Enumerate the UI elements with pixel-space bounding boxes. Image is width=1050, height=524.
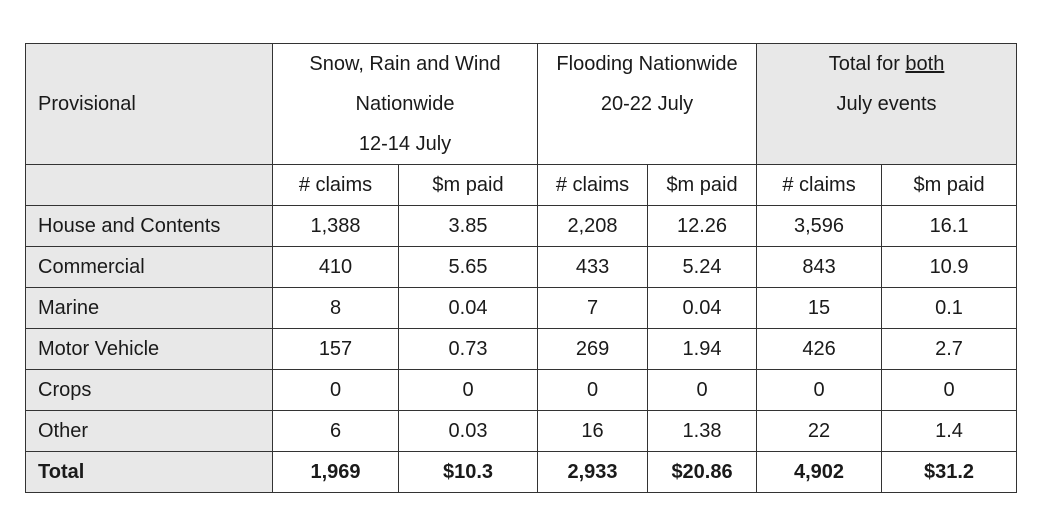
- total-label: Total: [25, 451, 273, 493]
- table-row: Crops 0 0 0 0 0 0: [25, 369, 1018, 411]
- table-cell: 426: [756, 328, 883, 370]
- table-row: Marine 8 0.04 7 0.04 15 0.1: [25, 287, 1018, 329]
- total-cell: $20.86: [647, 451, 758, 493]
- sub-header-cell: $m paid: [881, 164, 1018, 206]
- table-cell: 0.73: [397, 328, 539, 370]
- sub-header-cell: # claims: [272, 164, 399, 206]
- table-cell: 3,596: [756, 205, 883, 247]
- table-row: Commercial 410 5.65 433 5.24 843 10.9: [25, 246, 1018, 288]
- total-header-line-2: July events: [836, 93, 937, 115]
- sub-header-row: # claims $m paid # claims $m paid # clai…: [25, 164, 1018, 206]
- table-cell: 1.4: [881, 410, 1018, 452]
- table-cell: 269: [537, 328, 649, 370]
- table-cell: 0: [537, 369, 649, 411]
- table-cell: 0: [881, 369, 1018, 411]
- table-cell: 15: [756, 287, 883, 329]
- table-row: Other 6 0.03 16 1.38 22 1.4: [25, 410, 1018, 452]
- snow-header-line-1: Snow, Rain and Wind: [309, 53, 501, 75]
- total-cell: 4,902: [756, 451, 883, 493]
- table-cell: 0: [756, 369, 883, 411]
- flood-header-line-1: Flooding Nationwide: [556, 53, 738, 75]
- table-cell: 843: [756, 246, 883, 288]
- sub-header-cell: # claims: [756, 164, 883, 206]
- row-label: Commercial: [25, 246, 273, 288]
- table-cell: 6: [272, 410, 399, 452]
- table-cell: 1,388: [272, 205, 399, 247]
- row-label: Crops: [25, 369, 273, 411]
- table-cell: 1.94: [647, 328, 758, 370]
- snow-header-line-2: Nationwide: [355, 93, 455, 115]
- table-cell: 12.26: [647, 205, 758, 247]
- total-cell: $10.3: [397, 451, 539, 493]
- table-cell: 157: [272, 328, 399, 370]
- sub-header-cell: $m paid: [397, 164, 539, 206]
- sub-header-blank: [25, 164, 273, 206]
- row-label: Motor Vehicle: [25, 328, 273, 370]
- table-cell: 0.1: [881, 287, 1018, 329]
- table-cell: 16: [537, 410, 649, 452]
- provisional-header: Provisional: [25, 43, 273, 165]
- table-cell: 0: [647, 369, 758, 411]
- snow-rain-wind-header: Snow, Rain and Wind Nationwide 12-14 Jul…: [271, 43, 539, 165]
- sub-header-cell: # claims: [537, 164, 649, 206]
- table-cell: 2,208: [537, 205, 649, 247]
- table-cell: 8: [272, 287, 399, 329]
- table-cell: 7: [537, 287, 649, 329]
- total-both-header: Total for both July events: [756, 43, 1018, 165]
- flooding-header: Flooding Nationwide 20-22 July: [537, 43, 758, 165]
- flood-header-line-2: 20-22 July: [600, 93, 694, 115]
- table-cell: 5.24: [647, 246, 758, 288]
- table-row: Motor Vehicle 157 0.73 269 1.94 426 2.7: [25, 328, 1018, 370]
- table-cell: 433: [537, 246, 649, 288]
- table-cell: 0: [397, 369, 539, 411]
- total-cell: 1,969: [272, 451, 399, 493]
- total-header-underlined: both: [905, 53, 945, 75]
- insurance-claims-table: Provisional Snow, Rain and Wind Nationwi…: [25, 43, 1018, 493]
- table-cell: 0.04: [397, 287, 539, 329]
- total-cell: 2,933: [537, 451, 649, 493]
- group-header-row: Provisional Snow, Rain and Wind Nationwi…: [25, 43, 1018, 165]
- table-row: House and Contents 1,388 3.85 2,208 12.2…: [25, 205, 1018, 247]
- table-cell: 1.38: [647, 410, 758, 452]
- table-cell: 0.04: [647, 287, 758, 329]
- table-cell: 22: [756, 410, 883, 452]
- table-cell: 10.9: [881, 246, 1018, 288]
- row-label: House and Contents: [25, 205, 273, 247]
- total-row: Total 1,969 $10.3 2,933 $20.86 4,902 $31…: [25, 451, 1018, 493]
- table-cell: 2.7: [881, 328, 1018, 370]
- table-cell: 410: [272, 246, 399, 288]
- table-cell: 3.85: [397, 205, 539, 247]
- table-cell: 0: [272, 369, 399, 411]
- row-label: Other: [25, 410, 273, 452]
- total-cell: $31.2: [881, 451, 1018, 493]
- table-cell: 5.65: [397, 246, 539, 288]
- table-cell: 16.1: [881, 205, 1018, 247]
- total-header-prefix: Total for: [828, 53, 906, 75]
- sub-header-cell: $m paid: [647, 164, 758, 206]
- row-label: Marine: [25, 287, 273, 329]
- table-cell: 0.03: [397, 410, 539, 452]
- snow-header-line-3: 12-14 July: [358, 133, 452, 155]
- total-header-line-1: Total for both: [757, 44, 1016, 84]
